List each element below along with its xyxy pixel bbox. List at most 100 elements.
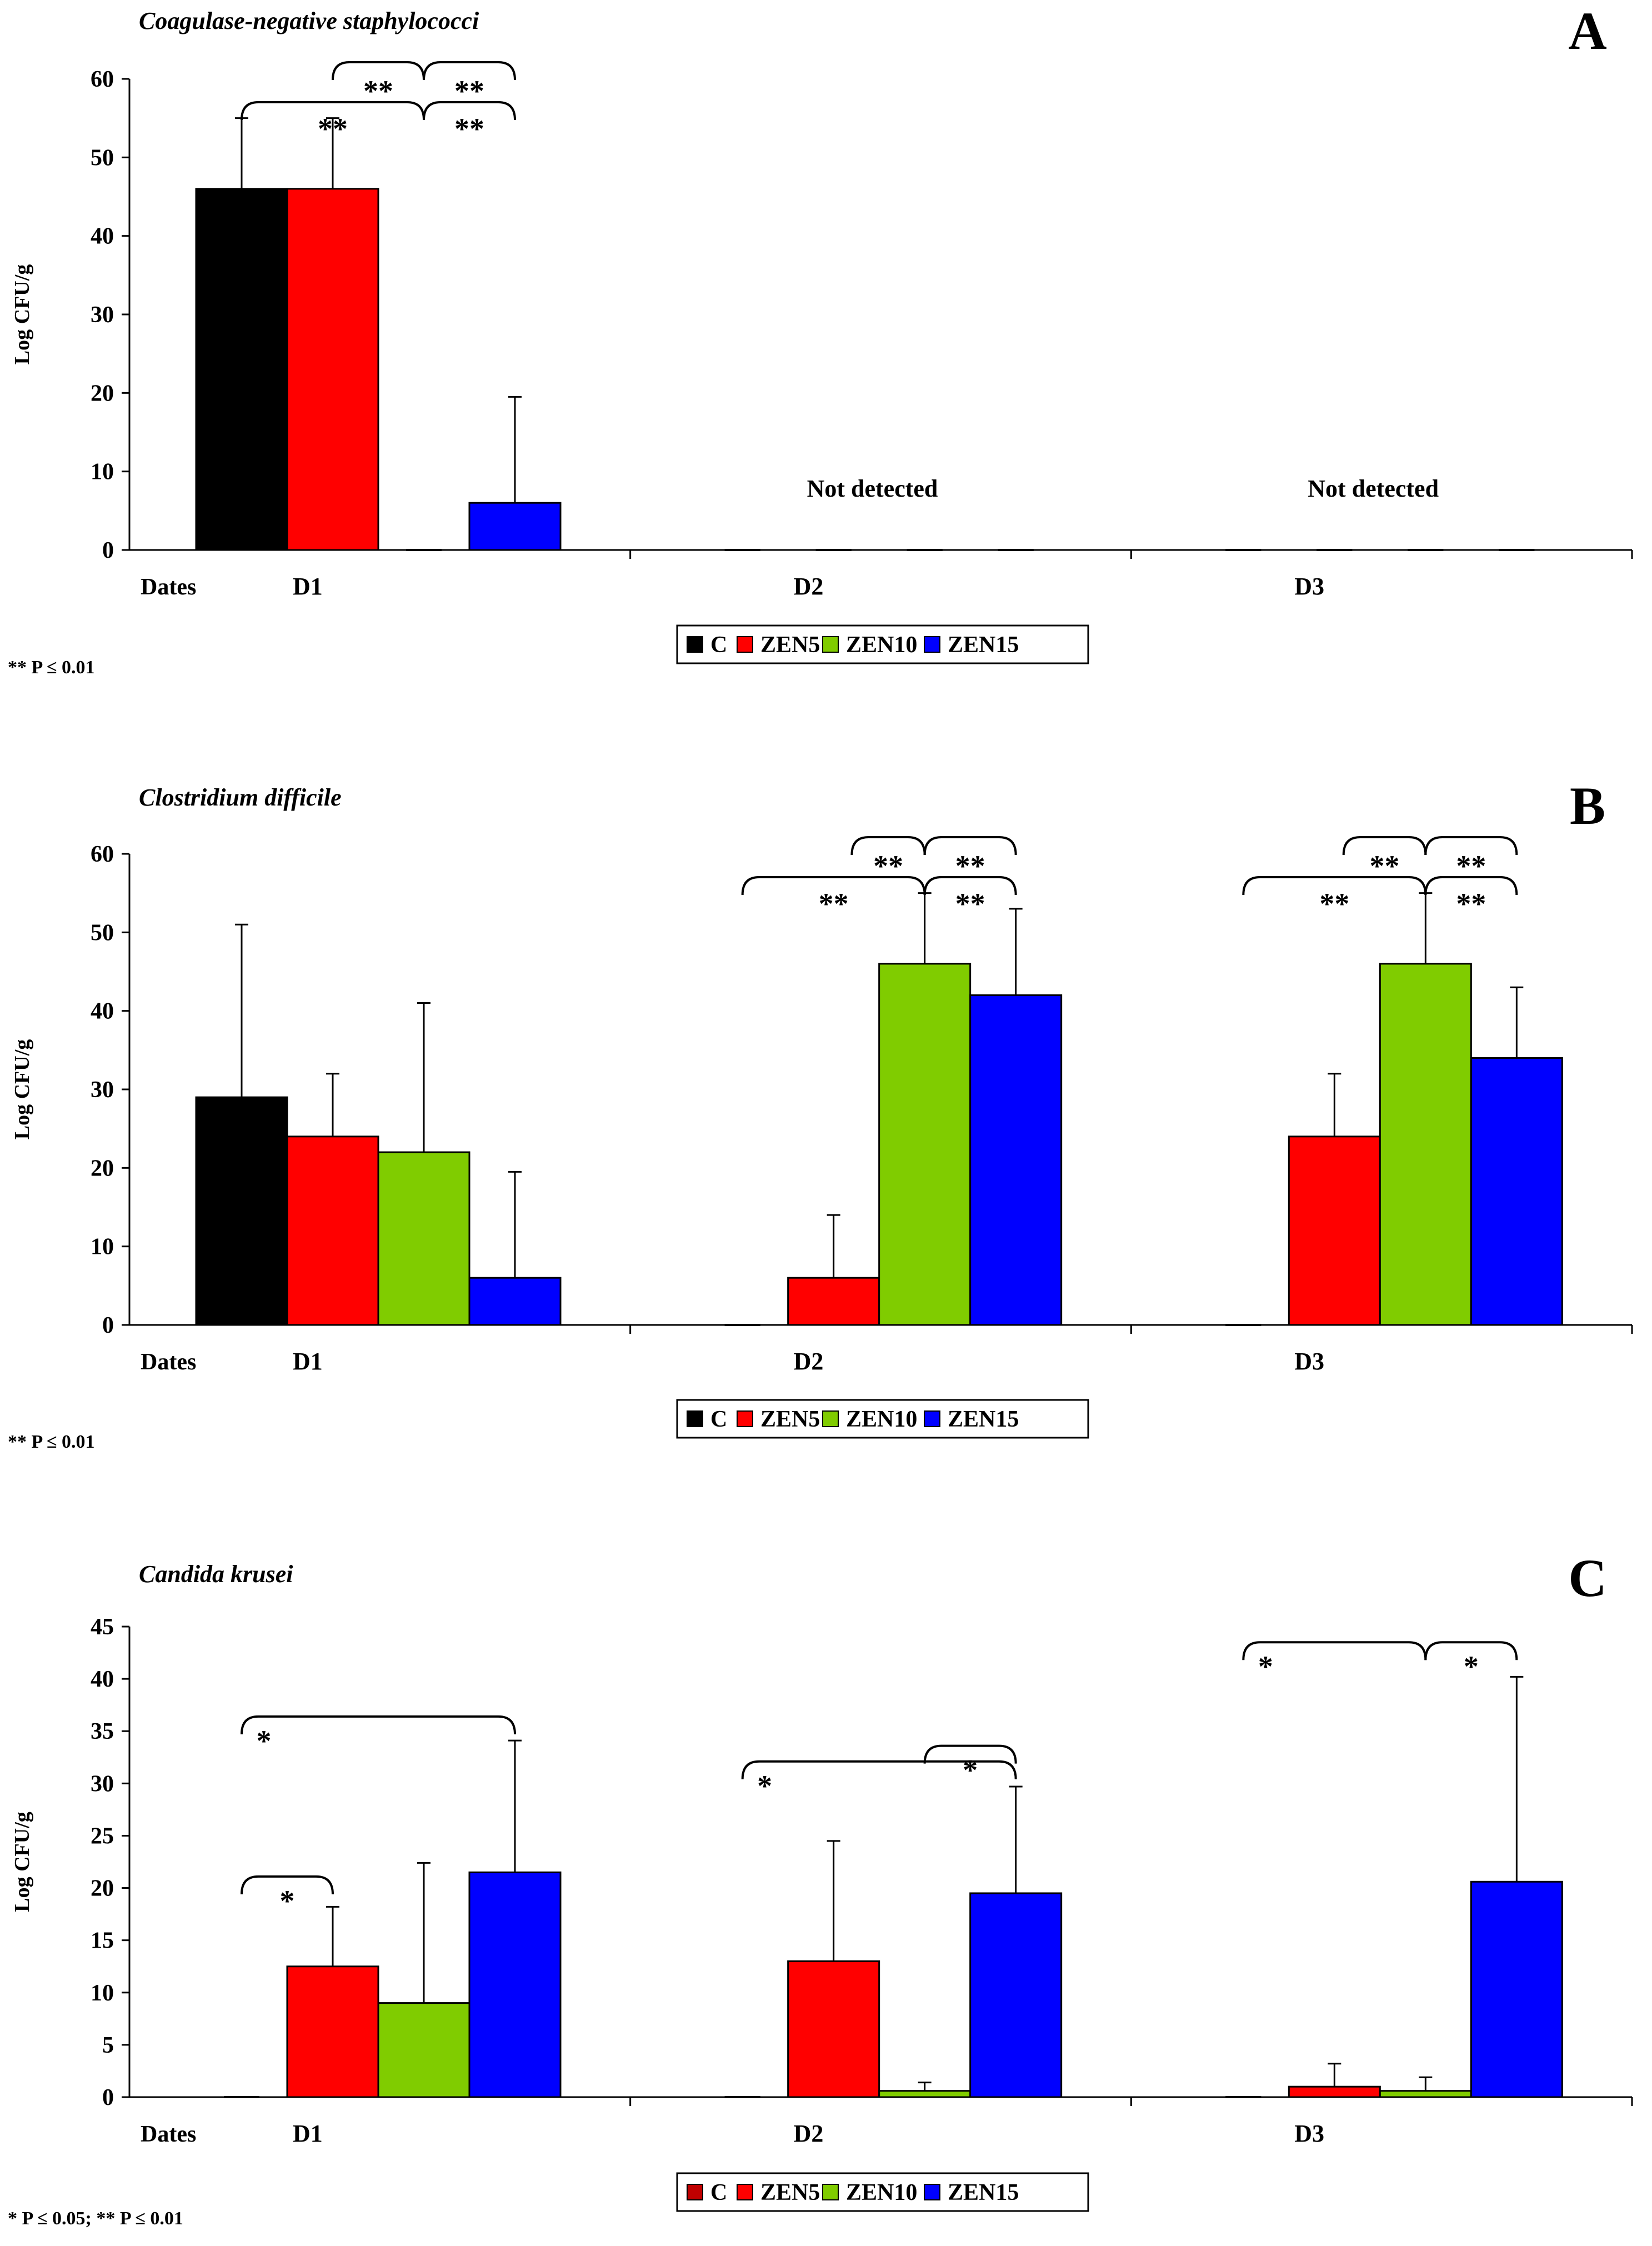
significance-bracket [741, 876, 926, 896]
significance-label: * [757, 1769, 772, 1803]
y-tick-label: 0 [102, 538, 114, 563]
bar-zen10-d1 [377, 2002, 470, 2098]
y-tick-label: 15 [91, 1928, 114, 1954]
y-tick-label: 20 [91, 381, 114, 406]
legend: C ZEN5 ZEN10 ZEN15 [676, 1399, 1089, 1439]
significance-bracket [423, 101, 516, 121]
significance-bracket [241, 1715, 516, 1734]
x-tick-label: D1 [293, 1348, 323, 1375]
bar-zen10-d1 [377, 1151, 470, 1326]
bar-zen15-d3 [1470, 1057, 1563, 1326]
footnote: ** P ≤ 0.01 [8, 1432, 95, 1452]
significance-bracket [923, 836, 1017, 856]
panel-letter: A [1568, 1, 1606, 61]
legend-swatch-zen10 [822, 636, 839, 653]
significance-bracket [923, 1744, 1017, 1764]
legend-label-zen10: ZEN10 [846, 1407, 917, 1432]
chart-title: Coagulase-negative staphylococci [139, 7, 479, 34]
dates-label: Dates [141, 1349, 196, 1375]
significance-bracket [923, 876, 1017, 896]
panel-letter: B [1570, 776, 1605, 836]
significance-bracket [1242, 876, 1427, 896]
bar-c-d1 [195, 188, 288, 551]
y-tick-label: 50 [91, 920, 114, 946]
legend-swatch-zen10 [822, 1410, 839, 1427]
significance-label: ** [318, 112, 348, 146]
legend-swatch-zen15 [924, 2184, 940, 2200]
significance-label: ** [1456, 887, 1486, 921]
y-tick-label: 40 [91, 1667, 114, 1692]
y-tick-label: 60 [91, 67, 114, 92]
y-tick-label: 20 [91, 1876, 114, 1902]
y-tick-label: 0 [102, 2085, 114, 2110]
x-tick-label: D2 [794, 2120, 824, 2147]
bar-zen5-d1 [286, 1135, 379, 1326]
not-detected-note: Not detected [1308, 475, 1439, 502]
bar-zen15-d1 [468, 1277, 562, 1326]
y-tick-label: 45 [91, 1614, 114, 1640]
x-tick-label: D1 [293, 2120, 323, 2147]
legend-swatch-zen15 [924, 1410, 940, 1427]
legend: C ZEN5 ZEN10 ZEN15 [676, 2172, 1089, 2212]
legend-swatch-c [687, 636, 703, 653]
footnote: ** P ≤ 0.01 [8, 657, 95, 678]
legend-swatch-c [687, 2184, 703, 2200]
legend-swatch-zen5 [737, 1410, 753, 1427]
bar-zen15-d1 [468, 1871, 562, 2098]
significance-brackets: ** **** ** [241, 61, 516, 146]
bar-zen5-d3 [1288, 1135, 1381, 1326]
chart-title: Clostridium difficile [139, 784, 342, 811]
y-tick-label: 30 [91, 1077, 114, 1103]
legend-label-zen5: ZEN5 [760, 2180, 820, 2205]
significance-bracket [1424, 1641, 1518, 1660]
bar-c-d1 [195, 1096, 288, 1326]
y-tick-label: 30 [91, 302, 114, 328]
significance-bracket [241, 101, 425, 121]
x-tick-label: D3 [1294, 573, 1324, 600]
x-tick-label: D3 [1294, 2120, 1324, 2147]
significance-label: ** [1319, 887, 1349, 921]
panel-C: Candida krusei C Log CFU/g 0 5 10 15 20 25 30 35 40… [8, 1548, 1633, 2229]
significance-bracket [1342, 836, 1427, 856]
panel-letter: C [1568, 1548, 1606, 1608]
y-tick-label: 10 [91, 1234, 114, 1260]
significance-label: ** [955, 887, 985, 921]
bar-zen10-d2 [878, 963, 972, 1326]
significance-label: * [280, 1884, 295, 1918]
dates-label: Dates [141, 2122, 196, 2147]
y-axis-label: Log CFU/g [11, 1039, 34, 1140]
legend-label-zen10: ZEN10 [846, 2180, 917, 2205]
legend-swatch-zen5 [737, 636, 753, 653]
dates-label: Dates [141, 574, 196, 600]
significance-label: ** [819, 887, 849, 921]
legend-swatch-c [687, 1410, 703, 1427]
panel-B: Clostridium difficile B Log CFU/g 0 10 20 30 40… [8, 776, 1633, 1452]
significance-bracket [423, 61, 516, 81]
y-tick-label: 50 [91, 145, 114, 171]
y-tick-label: 25 [91, 1823, 114, 1849]
bar-zen15-d1 [468, 502, 562, 551]
significance-bracket [1424, 836, 1518, 856]
y-tick-label: 30 [91, 1771, 114, 1797]
not-detected-note: Not detected [807, 475, 938, 502]
bar-zen15-d2 [969, 1892, 1063, 2098]
legend-label-zen15: ZEN15 [948, 632, 1019, 658]
significance-brackets: * * * * * * [241, 1641, 1518, 1918]
legend-label-zen15: ZEN15 [948, 1407, 1019, 1432]
footnote: * P ≤ 0.05; ** P ≤ 0.01 [8, 2208, 183, 2229]
y-tick-label: 40 [91, 224, 114, 249]
y-tick-label: 60 [91, 842, 114, 867]
significance-bracket [241, 1875, 334, 1894]
y-tick-label: 10 [91, 459, 114, 485]
significance-bracket [741, 1760, 1017, 1779]
bar-zen5-d1 [286, 188, 379, 551]
bar-zen10-d3 [1379, 963, 1472, 1326]
legend-label-zen10: ZEN10 [846, 632, 917, 658]
legend-label-c: C [710, 1407, 727, 1432]
legend-label-zen5: ZEN5 [760, 632, 820, 658]
x-tick-label: D2 [794, 1348, 824, 1375]
significance-bracket [850, 836, 926, 856]
legend-label-c: C [710, 2180, 727, 2205]
bar-zen10-d2 [878, 2090, 972, 2098]
significance-brackets: ** **** **** **** ** [741, 836, 1518, 921]
